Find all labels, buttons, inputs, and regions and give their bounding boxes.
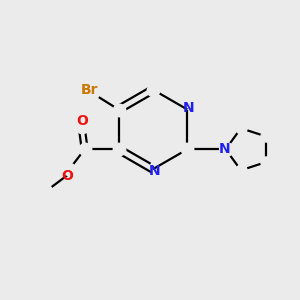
Text: O: O bbox=[76, 114, 88, 128]
Text: N: N bbox=[183, 101, 195, 115]
Text: Br: Br bbox=[80, 83, 98, 97]
Text: O: O bbox=[61, 169, 73, 183]
Text: N: N bbox=[148, 164, 160, 178]
Text: N: N bbox=[219, 142, 231, 156]
